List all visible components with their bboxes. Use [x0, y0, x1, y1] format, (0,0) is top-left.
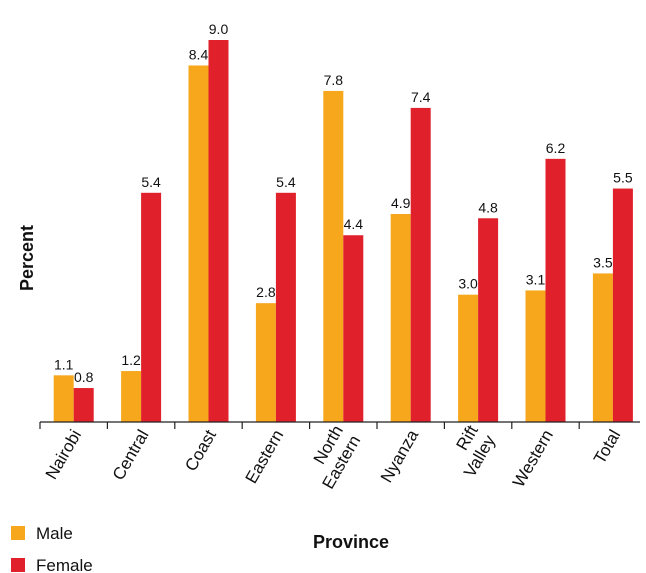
value-label-female-eastern: 5.4 [276, 174, 296, 190]
value-label-female-central: 5.4 [141, 174, 161, 190]
value-label-male-eastern: 2.8 [256, 284, 276, 300]
value-label-male-total: 3.5 [593, 254, 613, 270]
value-label-male-central: 1.2 [121, 352, 141, 368]
value-label-male-nyanza: 4.9 [391, 195, 411, 211]
value-label-female-western: 6.2 [546, 140, 566, 156]
bar-male-nairobi [53, 375, 74, 422]
legend-swatch-male [11, 526, 25, 540]
value-label-female-nyanza: 7.4 [411, 89, 431, 105]
bar-female-central [141, 192, 162, 422]
bar-female-total [612, 188, 633, 422]
x-tick-label-western: Western [509, 427, 557, 491]
bar-female-coast [208, 40, 229, 422]
bar-female-western [545, 158, 566, 422]
x-axis-title: Province [313, 532, 389, 552]
value-label-female-coast: 9.0 [209, 21, 229, 37]
bar-male-nyanza [390, 214, 411, 422]
x-tick-label-coast: Coast [181, 426, 220, 474]
legend-label-female: Female [36, 556, 93, 573]
bar-female-north-eastern [343, 235, 364, 422]
value-label-female-north-eastern: 4.4 [344, 216, 364, 232]
value-labels-group: 1.10.8 1.2 5.4 8.49.0 2.8 5.4 7.8 4.4 4.9 7.4 3.0 4… [54, 21, 633, 385]
bar-male-central [121, 371, 142, 422]
x-tick-label-nyanza: Nyanza [377, 426, 423, 486]
value-label-male-north-eastern: 7.8 [324, 72, 344, 88]
legend-swatch-female [11, 558, 25, 572]
y-axis-title: Percent [17, 225, 37, 291]
value-label-female-rift-valley: 4.8 [478, 199, 498, 215]
bar-male-western [525, 290, 546, 422]
value-label-male-coast: 8.4 [189, 46, 209, 62]
bar-male-rift-valley [458, 294, 479, 422]
legend: Male Female [11, 524, 93, 573]
value-label-male-western: 3.1 [526, 271, 546, 287]
legend-label-male: Male [36, 524, 73, 543]
x-tick-label-eastern: Eastern [242, 427, 288, 487]
bar-female-nairobi [73, 388, 94, 422]
value-label-female-nairobi: 0.8 [74, 369, 94, 385]
x-tick-label-central: Central [109, 427, 153, 484]
bar-female-eastern [275, 192, 296, 422]
bar-male-total [592, 273, 613, 422]
x-tick-label-nairobi: Nairobi [42, 427, 85, 483]
bar-male-north-eastern [323, 90, 344, 422]
value-label-male-nairobi: 1.1 [54, 356, 74, 372]
bar-male-eastern [255, 303, 276, 422]
value-label-female-total: 5.5 [613, 170, 633, 186]
x-tick-label-rift-valley: RiftValley [443, 422, 500, 481]
x-tick-labels-group: Nairobi Central Coast Eastern NorthEastern Ny… [42, 422, 625, 492]
x-tick-label-north-eastern: NorthEastern [301, 422, 364, 492]
x-ticks-group [39, 422, 646, 429]
bars-group [53, 40, 633, 423]
bar-female-rift-valley [478, 218, 499, 422]
bar-female-nyanza [410, 107, 431, 423]
value-label-male-rift-valley: 3.0 [458, 276, 478, 292]
bar-male-coast [188, 65, 209, 422]
x-tick-label-total: Total [590, 427, 624, 468]
